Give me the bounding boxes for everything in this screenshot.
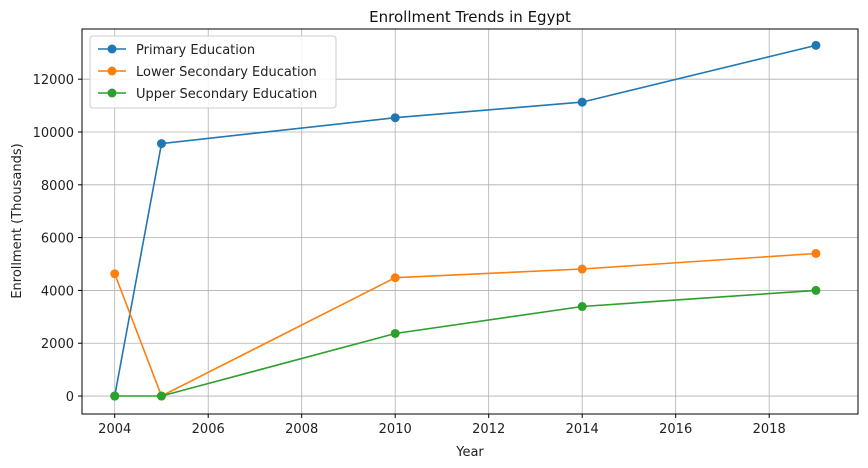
legend: Primary Education Lower Secondary Educati… xyxy=(89,35,337,109)
data-point xyxy=(811,40,821,50)
data-point xyxy=(811,248,821,258)
legend-box xyxy=(89,35,337,109)
x-tick-label: 2006 xyxy=(192,422,225,437)
x-tick-label: 2016 xyxy=(659,422,692,437)
y-tick-label: 10000 xyxy=(33,126,74,141)
chart-title: Enrollment Trends in Egypt xyxy=(369,8,571,26)
legend-label: Upper Secondary Education xyxy=(136,87,317,102)
x-tick-label: 2014 xyxy=(566,422,599,437)
axis-ticks: 2004 2006 2008 2010 2012 2014 2016 2018 0 2000 400… xyxy=(33,73,786,437)
x-axis-label: Year xyxy=(455,445,484,460)
x-tick-label: 2004 xyxy=(98,422,131,437)
y-tick-label: 0 xyxy=(66,390,74,405)
legend-marker xyxy=(107,44,117,54)
data-point xyxy=(577,302,587,312)
data-point xyxy=(156,139,166,149)
y-axis-label: Enrollment (Thousands) xyxy=(10,143,25,298)
data-point xyxy=(390,328,400,338)
legend-marker xyxy=(107,88,117,98)
legend-label: Primary Education xyxy=(136,43,255,58)
series-2 xyxy=(110,285,821,401)
data-point xyxy=(110,269,120,279)
x-tick-label: 2008 xyxy=(285,422,318,437)
data-point xyxy=(156,391,166,401)
data-point xyxy=(390,273,400,283)
plot-frame xyxy=(81,28,859,415)
data-point xyxy=(110,391,120,401)
y-tick-label: 6000 xyxy=(41,232,74,247)
data-point xyxy=(577,97,587,107)
data-point xyxy=(577,264,587,274)
x-tick-label: 2010 xyxy=(379,422,412,437)
y-tick-label: 4000 xyxy=(41,284,74,299)
data-point xyxy=(811,285,821,295)
y-tick-label: 2000 xyxy=(41,337,74,352)
y-tick-label: 8000 xyxy=(41,179,74,194)
x-tick-label: 2012 xyxy=(472,422,505,437)
series-1 xyxy=(110,248,821,401)
y-tick-label: 12000 xyxy=(33,73,74,88)
grid xyxy=(82,29,858,414)
legend-marker xyxy=(107,66,117,76)
data-point xyxy=(390,113,400,123)
series-line xyxy=(113,252,816,398)
plot-series xyxy=(110,40,821,401)
legend-label: Lower Secondary Education xyxy=(136,65,317,80)
x-tick-label: 2018 xyxy=(753,422,786,437)
